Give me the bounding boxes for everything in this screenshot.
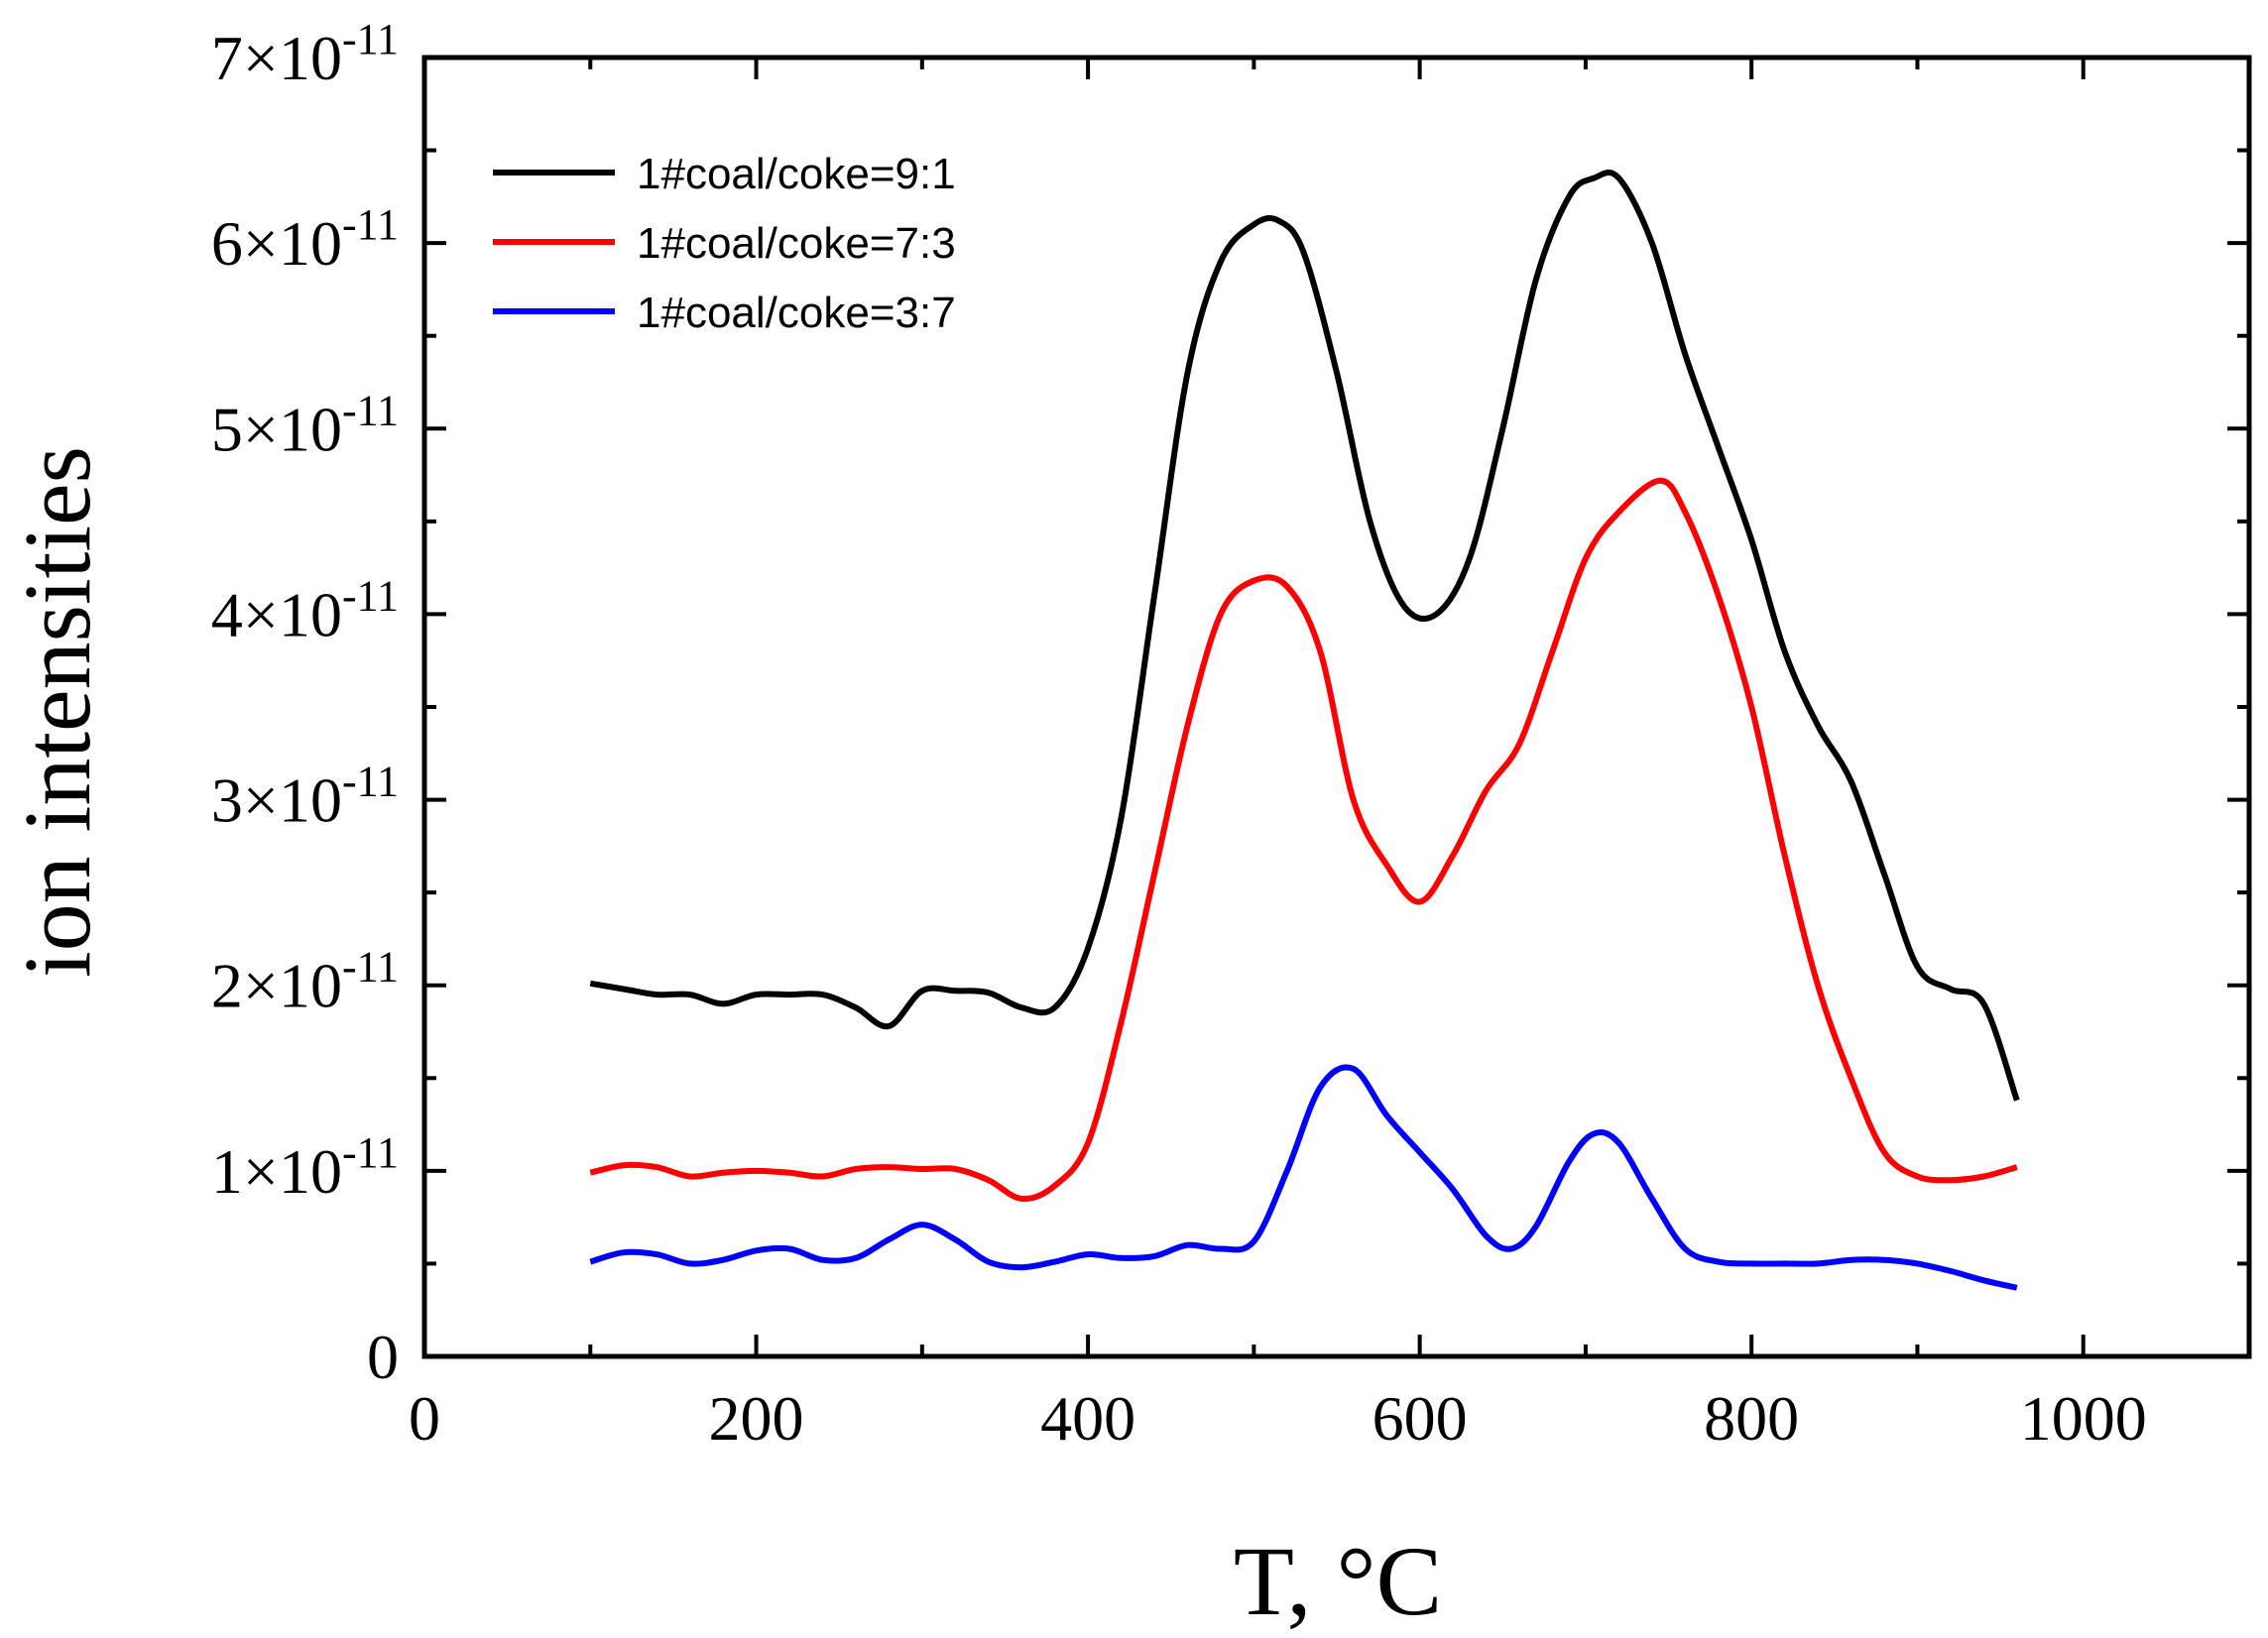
- y-tick-label: 0: [367, 1322, 399, 1392]
- axis-ticks: [422, 56, 2251, 1358]
- x-tick-label: 800: [1704, 1383, 1799, 1454]
- axis-tick-labels: 0 200 400 600 800 1000 0 1×10-11 2×10-11 3×10-11 4…: [211, 15, 2147, 1454]
- y-tick-label: 7×10-11: [211, 15, 399, 93]
- x-tick-label: 1000: [2020, 1383, 2147, 1454]
- x-axis-title: T, °C: [1234, 1526, 1442, 1636]
- y-tick-label: 2×10-11: [211, 943, 399, 1021]
- legend: 1#coal/coke=9:1 1#coal/coke=7:3 1#coal/cok…: [493, 150, 956, 337]
- legend-label-3: 1#coal/coke=3:7: [637, 289, 956, 337]
- series-lines: [589, 170, 2020, 1291]
- y-tick-label: 6×10-11: [211, 200, 399, 279]
- x-tick-label: 0: [409, 1383, 440, 1454]
- series-line-3: [589, 1064, 2018, 1291]
- x-tick-label: 200: [709, 1383, 804, 1454]
- legend-label-2: 1#coal/coke=7:3: [637, 219, 956, 268]
- series-line-1: [589, 170, 2020, 1102]
- y-tick-label: 1×10-11: [211, 1128, 399, 1207]
- y-tick-label: 3×10-11: [211, 758, 399, 836]
- legend-label-1: 1#coal/coke=9:1: [637, 150, 956, 198]
- x-tick-label: 600: [1373, 1383, 1468, 1454]
- y-tick-label: 4×10-11: [211, 571, 399, 649]
- y-axis-title: ion intensities: [4, 446, 110, 978]
- x-tick-label: 400: [1040, 1383, 1135, 1454]
- series-line-2: [589, 477, 2018, 1203]
- y-tick-label: 5×10-11: [211, 386, 399, 464]
